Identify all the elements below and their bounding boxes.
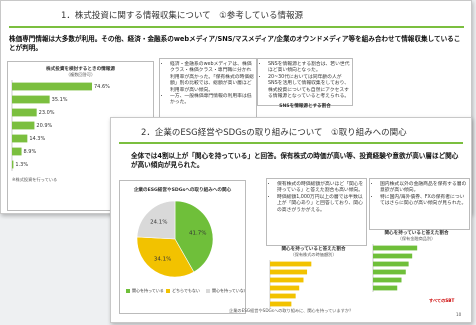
bar: [373, 285, 398, 291]
slide-title: 1．株式投資に関する情報収集について ①参考している情報源: [61, 11, 304, 21]
pie-slice: [136, 236, 195, 278]
note-box: 経済・金融系のwebメディアは、株価クラス・株価クラス・専門職に分かれ利用率が高…: [159, 58, 257, 126]
bar: [12, 134, 28, 143]
chart-subtitle: （保有金融商品別）: [397, 236, 436, 241]
chart-block: 関心を持っていると答えた割合 （保有金融商品別）: [369, 230, 464, 298]
bar: [373, 277, 402, 283]
note: SNSを情報源とする割合は、若い世代ほど高い傾向となった。: [268, 62, 350, 75]
bar: [12, 160, 14, 169]
question: 企業のESG経営やSDGsへの取り組みに、関心を持っていますか？: [229, 308, 354, 313]
bar: [373, 253, 413, 259]
note: 一方、一般株価専門情報の利用率は低かった。: [170, 94, 254, 107]
value-label: 14.3%: [29, 136, 45, 142]
bar: [270, 261, 312, 267]
bar: [12, 108, 37, 117]
note: 時価総額1,000万円以上の層では半数以上が「関心あり」と回答しており、関心の高…: [277, 195, 364, 214]
lead-text: 全体では4割以上が「関心を持っている」と回答。保有株式の時価が高い等、投資経験や…: [131, 152, 459, 169]
bar-chart: [372, 244, 418, 292]
note: 特に国内/海外債券、FXの保有者についてはさらに関心が高い傾向が見られた。: [380, 195, 467, 208]
pie-slice: [174, 200, 214, 273]
legend-label: 関心を持っている: [132, 287, 164, 293]
note: 保有株式の時価総額が高いほど「関心を持っている」と答えた割合も高い傾向。: [277, 182, 364, 195]
pie-slice: [136, 200, 176, 240]
note-box: 保有株式の時価総額が高いほど「関心を持っている」と答えた割合も高い傾向。 時価総…: [266, 178, 367, 246]
pie-box: 企業のESG経営やSDGsへの取り組みへの関心 41.7% 34.1% 24.1% 関…: [119, 180, 248, 314]
pie-chart: 41.7% 34.1% 24.1% 関心を持っている どちらでもない 関心を持っていない: [126, 200, 248, 293]
slice-label: 34.1%: [154, 257, 171, 263]
note: 経済・金融系のwebメディアは、株価クラス・株価クラス・専門職に分かれ利用率が高…: [170, 62, 254, 94]
bar-chart: 74.6% 35.1% 23.0% 20.9% 14.3% 8.9% 1.3%: [11, 80, 110, 171]
bar: [270, 285, 300, 291]
value-label: 20.9%: [36, 123, 52, 129]
bar: [373, 245, 418, 251]
bar: [12, 147, 22, 156]
note-box: 国内株式以外の金融商品を保有する層の意欲が高い傾向。 特に国内/海外債券、FXの…: [369, 178, 470, 230]
bar: [373, 261, 409, 267]
chart-title: 関心を持っていると答えた割合: [281, 247, 346, 252]
slide-title: 2．企業のESG経営やSDGsの取り組みについて ①取り組みへの関心: [141, 128, 407, 138]
bar: [12, 82, 93, 91]
chart-title: 関心を持っていると答えた割合: [384, 231, 449, 236]
bar: [373, 269, 406, 275]
value-label: 8.9%: [24, 149, 37, 155]
chart-subtitle: （複数回答可）: [65, 72, 96, 77]
footnote: ※株式投資を行っている: [12, 177, 58, 182]
note-list: 保有株式の時価総額が高いほど「関心を持っている」と答えた割合も高い傾向。 時価総…: [269, 182, 364, 214]
legend-swatch: [166, 289, 170, 293]
bar: [270, 301, 292, 307]
note-list: 経済・金融系のwebメディアは、株価クラス・株価クラス・専門職に分かれ利用率が高…: [162, 62, 254, 107]
legend-swatch: [206, 289, 210, 293]
chart-title: 企業のESG経営やSDGsへの取り組みへの関心: [133, 188, 232, 193]
bar: [270, 269, 308, 275]
value-label: 35.1%: [52, 97, 68, 103]
bar: [270, 277, 304, 283]
bar: [270, 293, 296, 299]
note: 国内株式以外の金融商品を保有する層の意欲が高い傾向。: [380, 182, 467, 195]
slice-label: 41.7%: [189, 230, 206, 236]
chart-block: 関心を持っていると答えた割合 （保有株式の時価額別）: [266, 246, 361, 314]
value-label: 23.0%: [39, 110, 55, 116]
front-slide: 2．企業のESG経営やSDGsの取り組みについて ①取り組みへの関心 全体では4…: [110, 117, 472, 323]
legend-label: どちらでもない: [172, 287, 200, 293]
title-rule: [119, 142, 463, 144]
bar: [12, 121, 35, 130]
value-label: 1.3%: [15, 162, 28, 168]
brand: すべてのSBT: [429, 298, 455, 303]
value-label: 74.6%: [94, 84, 110, 90]
lead-text: 株価専門情報は大多数が利用。その他、経済・金融系のwebメディア/SNS/マスメ…: [9, 35, 461, 52]
bar-chart: [269, 260, 312, 308]
note-list: 国内株式以外の金融商品を保有する層の意欲が高い傾向。 特に国内/海外債券、FXの…: [372, 182, 467, 208]
bar: [12, 95, 50, 104]
note-list: SNSを情報源とする割合は、若い世代ほど高い傾向となった。 20~30代において…: [260, 62, 350, 100]
caption: SNSを情報源とする割合: [279, 104, 331, 109]
legend-swatch: [126, 289, 130, 293]
page-number: 10: [456, 312, 462, 317]
back-slide: 1．株式投資に関する情報収集について ①参考している情報源 株価専門情報は大多数…: [0, 0, 472, 214]
slice-label: 24.1%: [150, 219, 167, 225]
title-rule: [9, 26, 464, 28]
legend-label: 関心を持っていない: [212, 287, 245, 293]
note: 20~30代においては同年齢の人がSNSを活用して情報収集をしており、株式投資に…: [268, 75, 350, 101]
chart-subtitle: （保有株式の時価額別）: [290, 252, 337, 257]
note-box: SNSを情報源とする割合は、若い世代ほど高い傾向となった。 20~30代において…: [257, 58, 353, 106]
chart-title: 株式投資を検討するときの情報源: [46, 67, 115, 72]
